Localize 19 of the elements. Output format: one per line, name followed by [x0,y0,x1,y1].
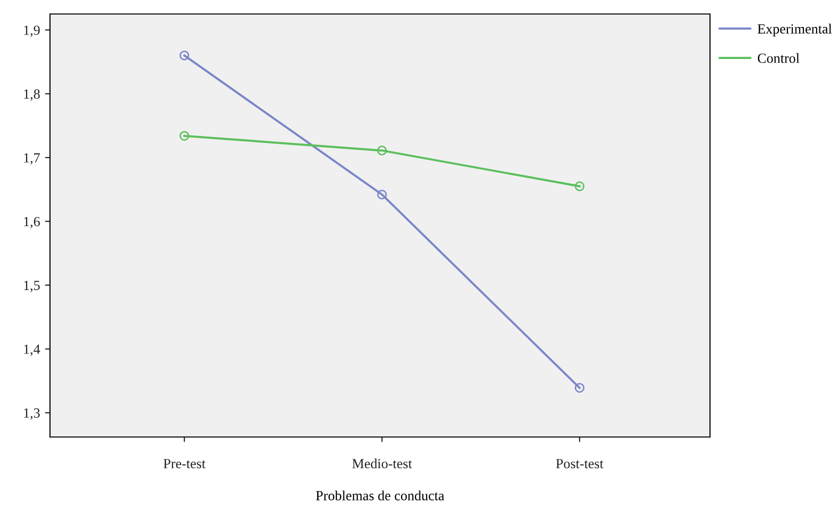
point [377,190,387,200]
point [180,131,190,141]
point [574,181,584,192]
x-tick-label: Medio-test [352,458,412,468]
y-tick-label: 1,9 [24,26,40,37]
point [574,383,584,393]
x-axis-title: Problemas de conducta [316,490,444,500]
y-tick-label: 1,5 [24,280,40,292]
point [180,50,190,60]
y-tick-label: 1,7 [24,153,40,165]
y-tick-label: 1,4 [24,344,40,356]
y-tick-label: 1,3 [24,408,40,420]
x-tick-label: Pre-test [164,459,206,468]
legend-label: Experimental [758,24,832,36]
y-tick-label: 1,6 [24,216,40,228]
x-tick-label: Post-test [556,459,604,468]
point [377,146,387,156]
y-tick-label: 1,8 [24,89,40,101]
legend-label: Control [758,53,800,63]
